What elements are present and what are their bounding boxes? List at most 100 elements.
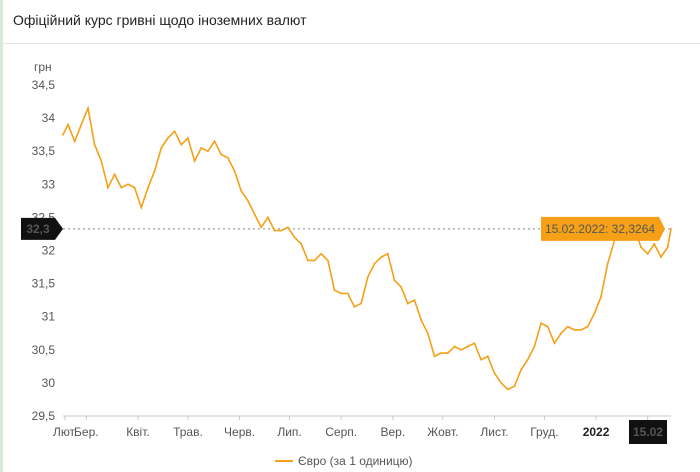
- data-point: [160, 147, 163, 149]
- data-point: [493, 372, 496, 374]
- x-tick-label: Черв.: [224, 425, 255, 439]
- data-point: [133, 186, 136, 189]
- data-point: [460, 348, 462, 351]
- title-bar: Офіційний курс гривні щодо іноземних вал…: [3, 0, 700, 44]
- data-point: [373, 262, 376, 265]
- data-point: [586, 325, 589, 328]
- data-point: [453, 345, 456, 348]
- x-tick-label: Трав.: [173, 425, 203, 439]
- data-point: [573, 329, 576, 331]
- data-point: [546, 325, 549, 328]
- data-point: [327, 259, 329, 262]
- data-point: [413, 299, 416, 301]
- y-tick-label: 30: [42, 376, 56, 390]
- data-point: [93, 143, 96, 146]
- series-points: [62, 107, 672, 391]
- data-point: [333, 289, 336, 292]
- y-badge-shape: [21, 217, 63, 240]
- data-point: [480, 358, 482, 361]
- data-point: [127, 183, 129, 186]
- data-point: [140, 206, 143, 209]
- data-point: [287, 226, 289, 229]
- data-point: [670, 228, 672, 230]
- x-axis-ticks: Лют.Бер. Квіт. Трав. Черв. Лип. Серп. Вер. Жовт…: [53, 416, 660, 439]
- legend[interactable]: Євро (за 1 одиницю): [275, 454, 413, 468]
- data-point: [240, 190, 243, 192]
- x-value-badge: 15.02: [629, 416, 671, 444]
- data-point: [393, 279, 396, 282]
- data-point: [173, 130, 176, 133]
- data-point: [273, 229, 276, 232]
- data-point: [167, 137, 169, 139]
- data-point: [653, 243, 656, 245]
- data-point: [400, 286, 402, 288]
- y-tick-label: 30,5: [32, 343, 56, 357]
- tooltip-shape: [541, 216, 665, 241]
- data-point: [593, 312, 596, 315]
- data-point: [446, 352, 449, 354]
- data-point: [193, 160, 196, 163]
- data-point: [220, 153, 223, 156]
- data-point: [660, 256, 662, 258]
- data-point: [100, 160, 103, 163]
- data-point: [253, 213, 256, 216]
- x-tick-label: Серп.: [325, 425, 357, 439]
- data-point: [67, 123, 69, 126]
- data-point: [513, 385, 516, 388]
- data-point: [486, 355, 489, 358]
- tooltip-text: 15.02.2022: 32,3264: [545, 222, 655, 236]
- data-point: [406, 302, 409, 305]
- y-tick-label: 31,5: [32, 277, 56, 291]
- data-point: [600, 295, 602, 298]
- x-tick-label: Лип.: [277, 425, 301, 439]
- data-point: [386, 252, 389, 255]
- y-tick-label: 32: [42, 244, 56, 258]
- data-point: [227, 156, 229, 159]
- data-point: [553, 342, 556, 345]
- x-tick-label: Квіт.: [126, 425, 150, 439]
- data-point: [520, 368, 522, 371]
- data-point: [640, 246, 642, 249]
- data-point: [80, 123, 83, 126]
- y-tick-label: 31: [42, 310, 56, 324]
- y-tick-label: 34,5: [32, 78, 56, 92]
- data-point: [207, 150, 209, 153]
- data-point: [420, 319, 422, 321]
- data-point: [320, 252, 323, 255]
- x-tick-label: 2022: [583, 425, 610, 439]
- data-point: [473, 342, 476, 345]
- data-point: [560, 332, 562, 335]
- data-point: [540, 322, 542, 325]
- data-point: [213, 140, 216, 143]
- y-axis-label: грн: [34, 60, 52, 74]
- data-point: [526, 358, 529, 361]
- data-point: [107, 186, 109, 189]
- y-tick-label: 34: [42, 111, 56, 125]
- x-tick-label: Груд.: [530, 425, 558, 439]
- data-point: [300, 243, 303, 245]
- y-badge-text: 32,3: [26, 222, 50, 236]
- y-tick-label: 29,5: [32, 409, 56, 423]
- data-point: [606, 262, 609, 265]
- data-point: [440, 352, 442, 354]
- data-point: [466, 345, 469, 348]
- tooltip: 15.02.2022: 32,3264: [541, 216, 665, 241]
- data-point: [353, 305, 356, 308]
- data-point: [120, 186, 123, 189]
- data-point: [267, 216, 269, 219]
- series-line-euro[interactable]: [62, 105, 672, 391]
- x-tick-label: Лют.: [53, 425, 77, 439]
- data-point: [313, 259, 316, 262]
- data-point: [346, 292, 349, 295]
- data-point: [153, 170, 156, 173]
- chart-title: Офіційний курс гривні щодо іноземних вал…: [13, 12, 307, 28]
- data-point: [113, 173, 116, 176]
- data-point: [366, 276, 369, 278]
- data-point: [666, 246, 669, 249]
- data-point: [533, 345, 536, 348]
- y-tick-label: 33: [42, 177, 56, 191]
- data-point: [280, 229, 283, 232]
- x-tick-label: Лист.: [480, 425, 508, 439]
